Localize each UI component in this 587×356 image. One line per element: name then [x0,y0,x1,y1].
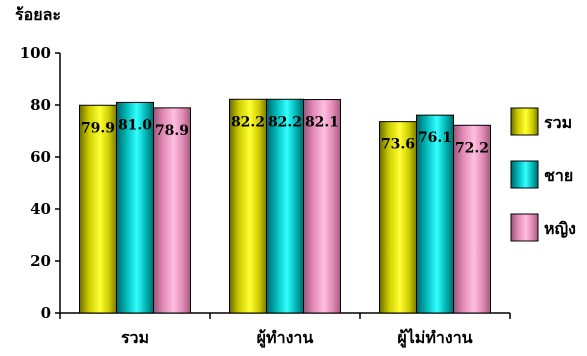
bar [416,114,454,314]
legend-swatch [510,107,539,136]
y-tick-label: 80 [30,96,51,114]
legend-label: ชาย [544,166,573,185]
y-tick-label: 40 [30,200,51,218]
bar-value-label: 81.0 [118,117,152,133]
y-tick-label: 0 [41,304,51,322]
bars [79,98,491,314]
bar [79,104,117,314]
bar [453,124,491,314]
legend-label: หญิง [544,219,576,239]
bar-value-label: 72.2 [455,140,489,156]
value-labels: 79.9 81.0 78.982.2 82.2 82.173.6 76.172.2 [81,114,489,156]
bar-value-label: 82.1 [305,115,339,131]
x-tick-label: ผู้ไม่ทำงาน [397,328,472,349]
bar-value-label: 82.2 [268,114,302,130]
y-axis-title: ร้อยละ [15,5,61,24]
y-tick-label: 100 [20,44,51,62]
bar-value-label: 76.1 [418,130,452,146]
legend-swatch [510,160,539,189]
axes: 0 20 40 60 80 100 รวม ผู้ทำงาน ผู้ไม่ทำงาน [20,44,511,349]
legend-swatch [510,213,539,242]
y-tick-label: 20 [30,252,51,270]
bar [153,107,191,314]
bar [229,98,267,314]
x-tick-label: รวม [121,328,149,347]
bar [303,99,341,314]
bar-value-label: 78.9 [155,123,189,139]
x-tick-label: ผู้ทำงาน [257,328,314,349]
y-tick-label: 60 [30,148,51,166]
bar [266,98,304,314]
bar-value-label: 82.2 [231,114,265,130]
bar [116,101,154,314]
bar [379,121,417,314]
legend-label: รวม [544,113,572,132]
bar-value-label: 73.6 [381,137,415,153]
bar-value-label: 79.9 [81,120,115,136]
